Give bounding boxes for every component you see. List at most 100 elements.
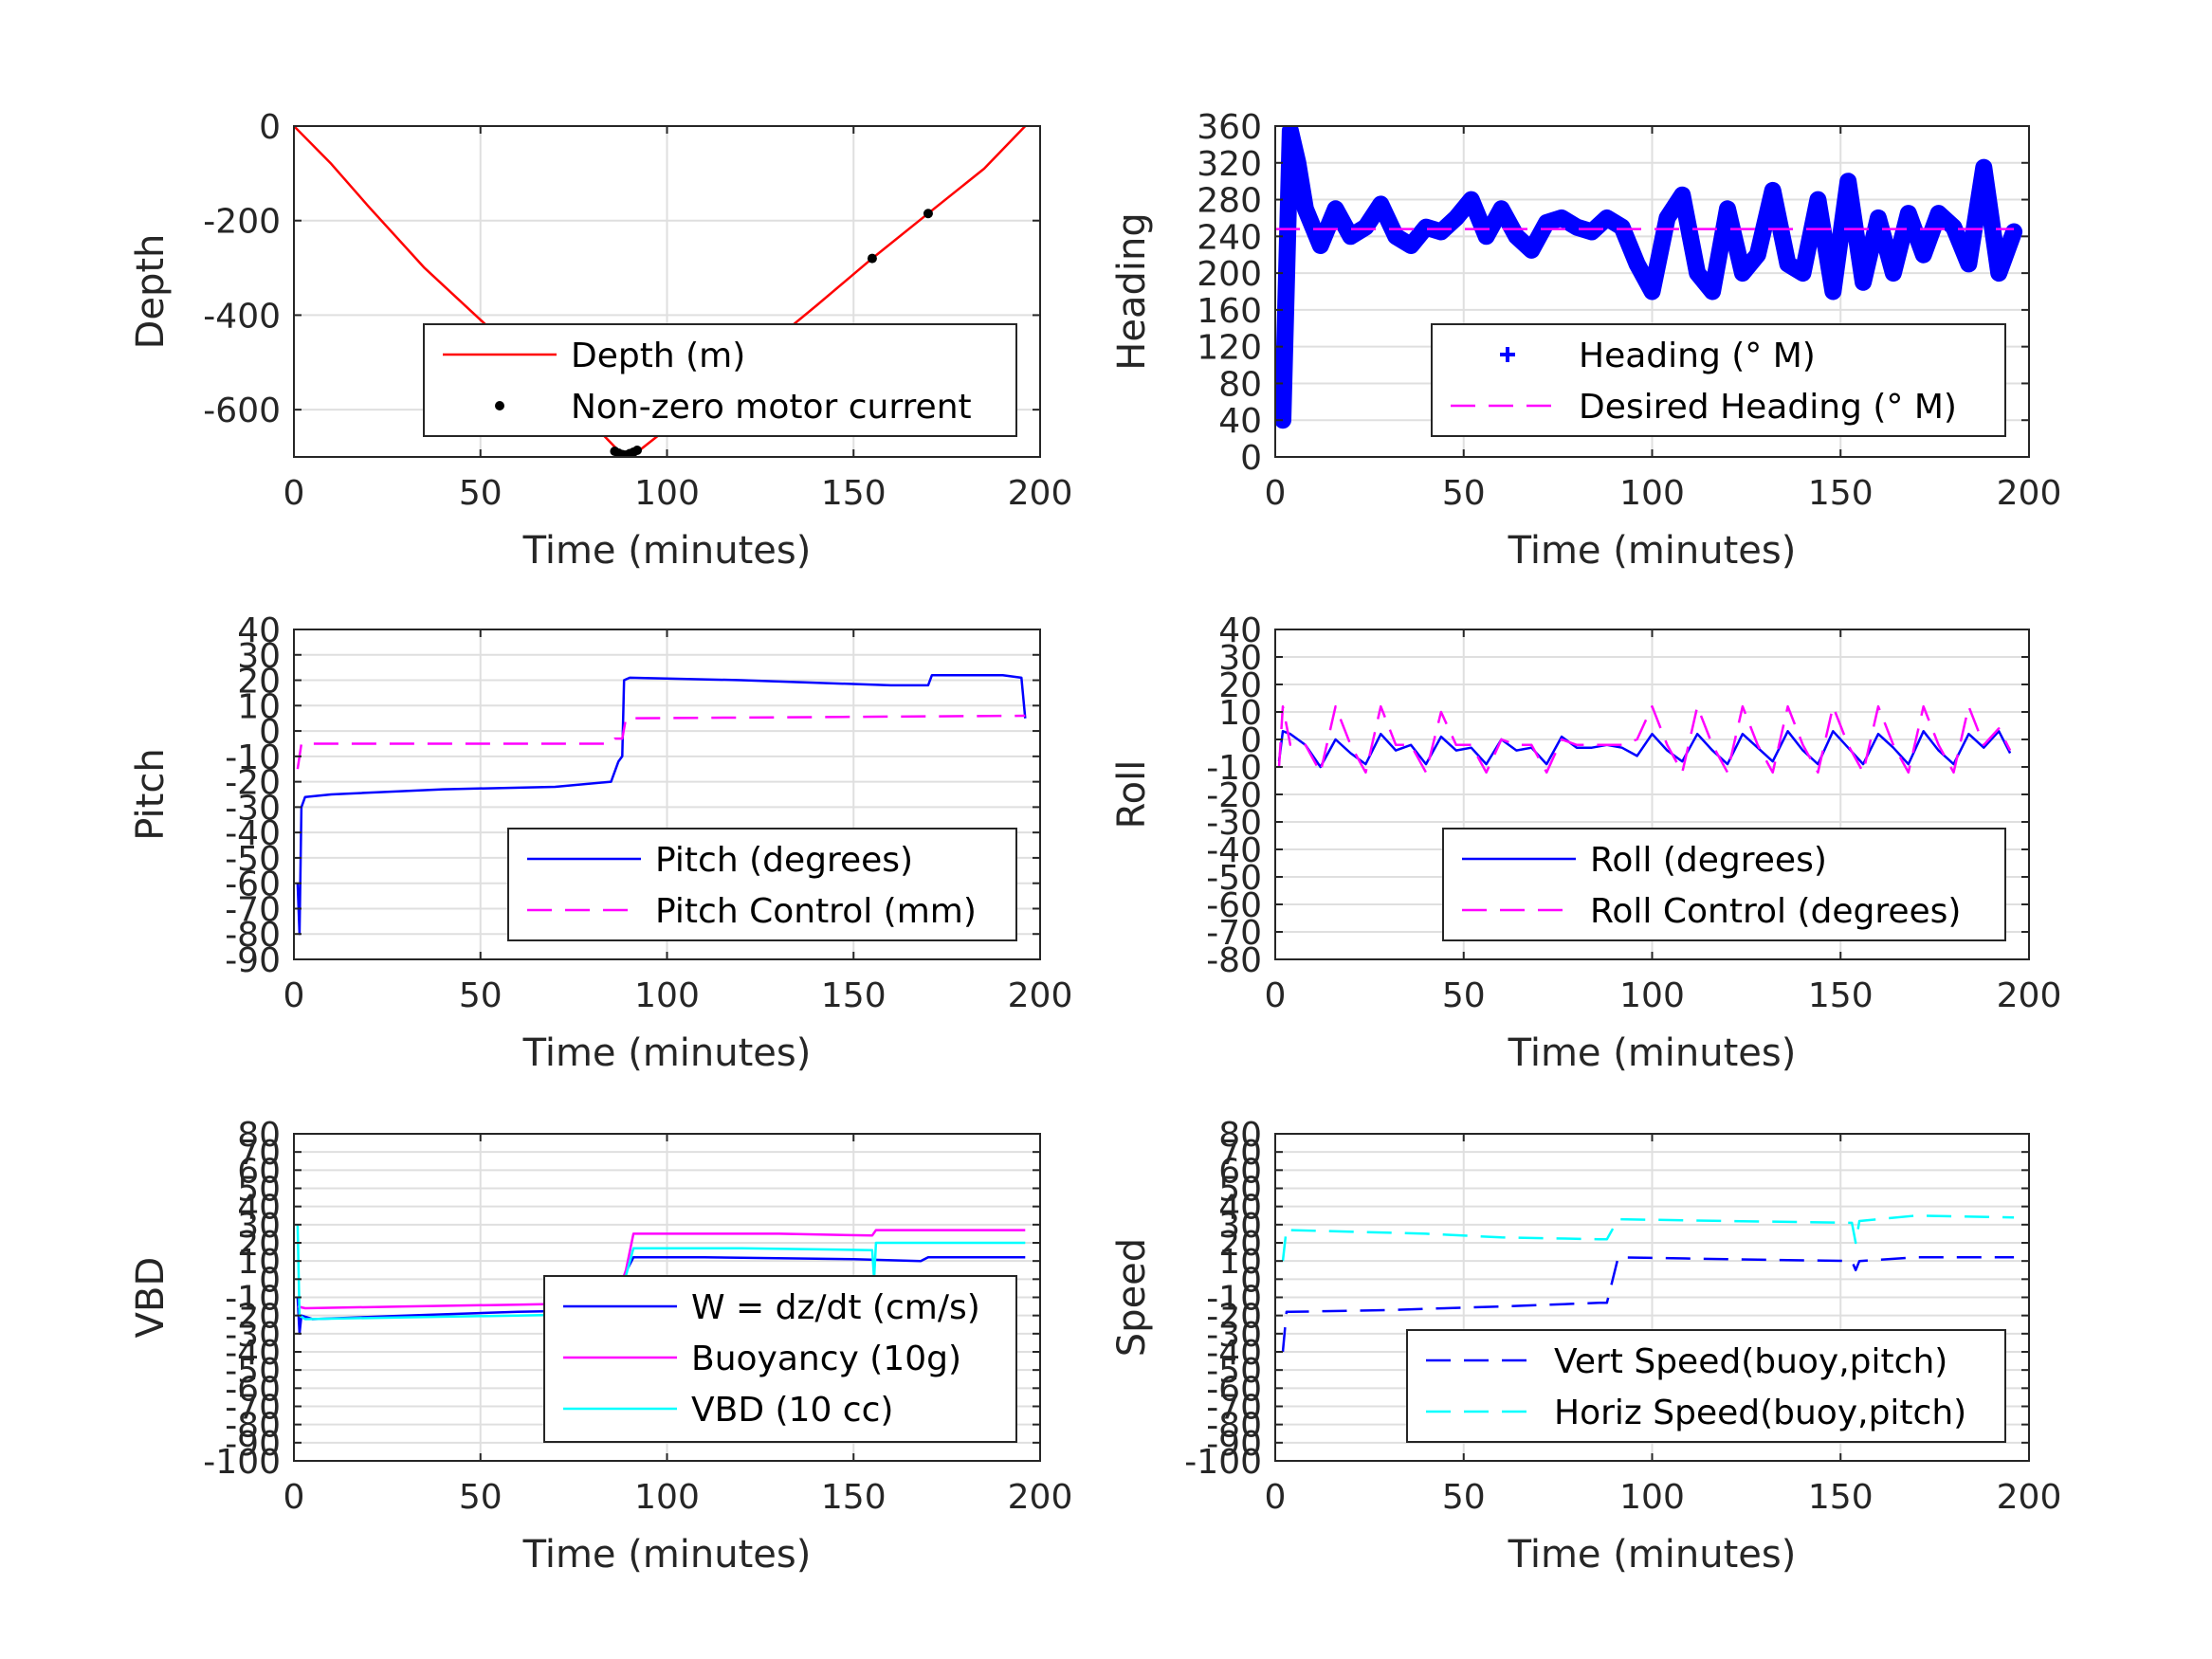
x-tick-label: 100	[1619, 474, 1685, 513]
data-point	[1373, 196, 1389, 212]
data-point	[1508, 228, 1525, 245]
y-tick-label: -50	[1206, 859, 1262, 898]
data-point	[1493, 201, 1509, 217]
y-tick-label: -40	[1206, 1334, 1262, 1373]
series-line	[296, 673, 1027, 936]
y-tick-label: -30	[225, 1316, 281, 1355]
y-tick-label: 30	[1218, 639, 1262, 678]
data-point	[1343, 228, 1359, 245]
legend: Pitch (degrees) Pitch Control (mm)	[507, 828, 1017, 941]
x-tick-label: 100	[634, 976, 700, 1015]
y-tick-label: -100	[203, 1443, 281, 1482]
data-point	[1900, 206, 1916, 222]
data-point	[1289, 155, 1306, 171]
data-point	[1674, 187, 1691, 203]
data-point	[1705, 283, 1721, 300]
chart-pitch: 0 50 100 150 200-90-80-70-60-50-40-30-20-100…	[129, 611, 1072, 1075]
data-point	[1433, 224, 1449, 240]
y-tick-label: 80	[1218, 1116, 1262, 1155]
data-point	[1614, 219, 1630, 235]
x-tick-label: 150	[1808, 976, 1874, 1015]
y-tick-label: 40	[237, 1189, 281, 1228]
x-tick-label: 50	[459, 976, 503, 1015]
legend: Depth (m) Non-zero motor current	[423, 323, 1017, 437]
y-tick-label: -10	[225, 1280, 281, 1319]
y-tick-label: -20	[225, 1298, 281, 1337]
y-axis-label: Speed	[1110, 1238, 1154, 1357]
y-tick-label: -20	[1206, 1298, 1262, 1337]
y-tick-label: -90	[1206, 1425, 1262, 1464]
x-tick-label: 100	[634, 1478, 700, 1517]
y-tick-label: 20	[1218, 1225, 1262, 1264]
legend-label: Pitch Control (mm)	[655, 892, 977, 931]
y-tick-label: -70	[1206, 914, 1262, 953]
data-point	[1991, 265, 2007, 282]
y-tick-label: -80	[1206, 941, 1262, 980]
y-axis-label: Depth	[129, 234, 173, 350]
data-point	[1961, 256, 1977, 272]
legend-box	[1406, 1329, 2006, 1443]
legend-label: Buoyancy (10g)	[691, 1340, 961, 1378]
y-tick-label: 80	[237, 1116, 281, 1155]
x-tick-label: 50	[1442, 976, 1486, 1015]
y-tick-label: 360	[1197, 108, 1262, 147]
y-tick-label: -50	[1206, 1352, 1262, 1391]
legend-box	[1431, 323, 2006, 437]
x-tick-label: 200	[1997, 976, 2062, 1015]
legend-marker	[1500, 347, 1515, 362]
data-point	[1569, 219, 1584, 235]
data-point	[1856, 274, 1872, 290]
data-point	[1810, 191, 1826, 208]
x-tick-label: 50	[1442, 1478, 1486, 1517]
x-axis-label: Time (minutes)	[522, 1031, 812, 1075]
y-tick-label: 40	[1218, 611, 1262, 650]
data-point	[1930, 206, 1947, 222]
chart-heading: 0 50 100 150 20004080120160200240280320360Ti…	[1110, 108, 2061, 573]
data-point	[1795, 265, 1811, 282]
data-point	[1734, 265, 1750, 282]
chart-depth: 0 50 100 150 200 -600 -400 -200 0 Time (minutes) D…	[129, 108, 1072, 573]
legend: Heading (° M) Desired Heading (° M)	[1431, 323, 2006, 437]
legend: Roll (degrees) Roll Control (degrees)	[1442, 828, 2006, 941]
series-group	[296, 673, 1027, 936]
data-point	[1644, 283, 1660, 300]
y-tick-label: 280	[1197, 182, 1262, 221]
y-tick-label: -400	[203, 297, 281, 336]
data-point	[1478, 228, 1494, 245]
y-tick-label: 240	[1197, 218, 1262, 257]
y-tick-label: 70	[237, 1134, 281, 1173]
data-point	[867, 253, 877, 264]
x-tick-label: 200	[1008, 976, 1073, 1015]
legend-label: Roll Control (degrees)	[1590, 892, 1961, 931]
y-tick-label: 50	[237, 1171, 281, 1210]
y-tick-label: 40	[1218, 402, 1262, 441]
legend-label: W = dz/dt (cm/s)	[691, 1288, 980, 1327]
series-group	[294, 126, 1027, 457]
y-tick-label: 0	[259, 713, 281, 752]
y-tick-label: -30	[1206, 1316, 1262, 1355]
x-tick-label: 50	[1442, 474, 1486, 513]
x-tick-label: 200	[1997, 1478, 2062, 1517]
x-tick-label: 0	[283, 474, 305, 513]
legend-marker	[495, 401, 504, 410]
chart-speed: 0 50 100 150 200-100-90-80-70-60-50-40-30-20…	[1110, 1116, 2061, 1577]
y-tick-label: 10	[237, 687, 281, 726]
x-axis-label: Time (minutes)	[522, 1533, 812, 1577]
data-point	[1403, 238, 1419, 254]
y-tick-label: -80	[1206, 1407, 1262, 1446]
x-tick-label: 50	[459, 1478, 503, 1517]
y-tick-label: 0	[259, 108, 281, 147]
y-tick-label: 40	[237, 611, 281, 650]
data-point	[1659, 210, 1675, 226]
y-tick-label: 0	[1240, 721, 1262, 760]
y-tick-label: -50	[225, 840, 281, 879]
y-tick-label: -60	[225, 866, 281, 904]
y-tick-label: -50	[225, 1352, 281, 1391]
y-tick-label: -60	[1206, 1370, 1262, 1409]
legend-label: Non-zero motor current	[571, 388, 972, 427]
series-line	[1281, 1256, 2015, 1353]
y-tick-label: -60	[1206, 886, 1262, 925]
y-tick-label: -70	[225, 890, 281, 929]
y-tick-label: 30	[1218, 1207, 1262, 1246]
legend-box	[423, 323, 1017, 437]
